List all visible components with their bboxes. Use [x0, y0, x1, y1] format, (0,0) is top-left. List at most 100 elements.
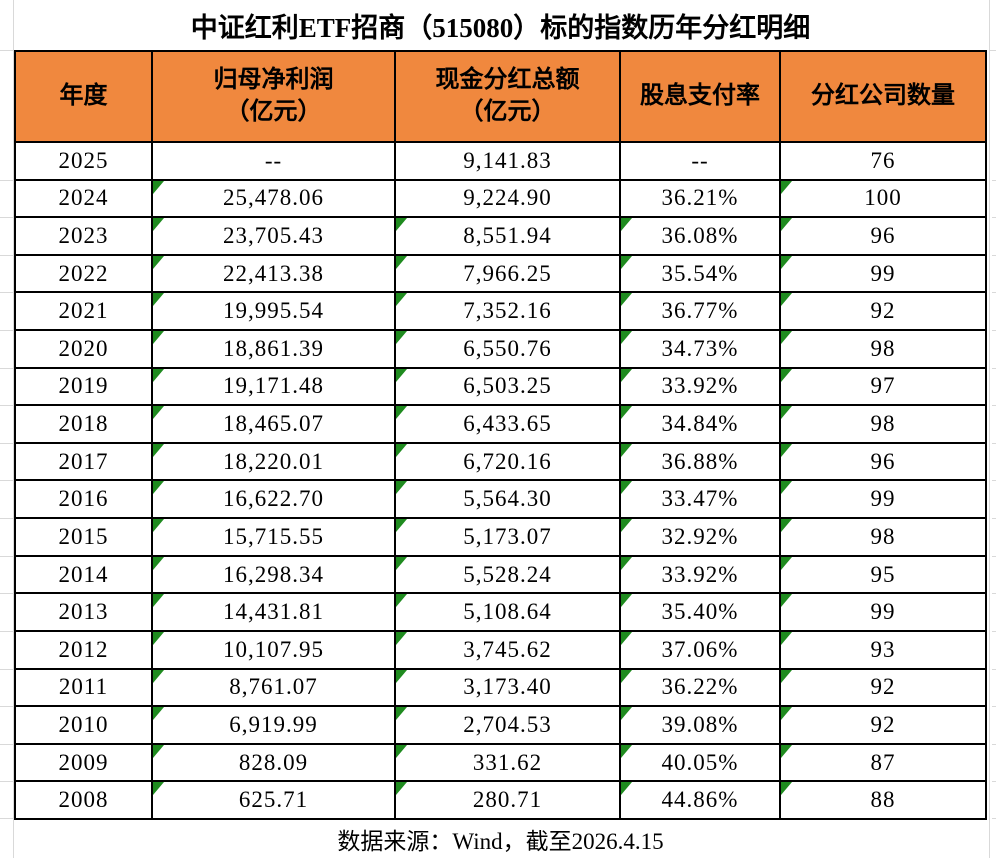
net-profit-value: 23,705.43 [223, 223, 324, 249]
green-triangle-icon [621, 782, 632, 796]
company-count-cell: 92 [781, 707, 985, 743]
table-row: 2018 18,465.07 6,433.65 34.84% 98 [0, 406, 996, 444]
company-count-value: 100 [864, 185, 902, 211]
year-value: 2025 [58, 147, 109, 173]
payout-ratio-value: 33.92% [661, 373, 739, 399]
cash-dividend-cell: 8,551.94 [396, 218, 621, 254]
header-net-profit-unit: （亿元） [225, 98, 322, 125]
net-profit-value: 18,465.07 [223, 411, 324, 437]
net-profit-cell: 16,622.70 [153, 481, 396, 518]
cash-dividend-value: 8,551.94 [463, 223, 552, 249]
company-count-cell: 87 [781, 744, 985, 781]
green-triangle-icon [781, 331, 792, 345]
year-value: 2017 [58, 448, 109, 474]
company-count-cell: 97 [781, 368, 985, 405]
payout-ratio-cell: 33.92% [621, 368, 781, 405]
net-profit-cell: 16,298.34 [153, 556, 396, 593]
net-profit-cell: -- [153, 143, 396, 179]
green-triangle-icon [781, 443, 792, 457]
year-cell: 2020 [16, 331, 153, 367]
green-triangle-icon [781, 481, 792, 495]
cash-dividend-value: 6,433.65 [463, 411, 552, 437]
green-triangle-icon [396, 594, 407, 608]
payout-ratio-cell: 34.73% [621, 331, 781, 367]
green-triangle-icon [781, 594, 792, 608]
table-row: 2025 -- 9,141.83 -- 76 [0, 143, 996, 181]
green-triangle-icon [621, 744, 632, 758]
year-cell: 2010 [16, 707, 153, 743]
cash-dividend-cell: 3,173.40 [396, 669, 621, 706]
green-triangle-icon [781, 180, 792, 194]
green-triangle-icon [621, 519, 632, 533]
payout-ratio-cell: 36.77% [621, 293, 781, 330]
dividend-table: 年度 归母净利润 （亿元） 现金分红总额 （亿元） 股息支付率 分红公司数量 2… [0, 50, 996, 820]
payout-ratio-cell: 36.08% [621, 218, 781, 254]
year-value: 2014 [58, 561, 109, 587]
cash-dividend-cell: 3,745.62 [396, 631, 621, 668]
cash-dividend-cell: 6,720.16 [396, 443, 621, 480]
net-profit-value: 828.09 [238, 749, 309, 775]
cash-dividend-value: 6,503.25 [463, 373, 552, 399]
header-cash-dividend-label: 现金分红总额 [435, 66, 580, 93]
year-value: 2012 [58, 636, 109, 662]
payout-ratio-value: 36.21% [661, 185, 739, 211]
net-profit-cell: 23,705.43 [153, 218, 396, 254]
company-count-value: 92 [870, 711, 896, 737]
green-triangle-icon [153, 443, 164, 457]
green-triangle-icon [781, 406, 792, 420]
green-triangle-icon [153, 594, 164, 608]
green-triangle-icon [621, 218, 632, 232]
green-triangle-icon [153, 744, 164, 758]
header-cash-dividend-unit: （亿元） [459, 98, 556, 125]
cash-dividend-cell: 5,564.30 [396, 481, 621, 518]
green-triangle-icon [396, 368, 407, 382]
green-triangle-icon [153, 631, 164, 645]
excel-gridline-left [13, 0, 14, 858]
green-triangle-icon [153, 180, 164, 194]
green-triangle-icon [396, 218, 407, 232]
table-row: 2012 10,107.95 3,745.62 37.06% 93 [0, 631, 996, 670]
cash-dividend-value: 331.62 [472, 749, 543, 775]
green-triangle-icon [396, 293, 407, 307]
year-cell: 2008 [16, 782, 153, 818]
company-count-value: 76 [870, 147, 896, 173]
green-triangle-icon [781, 707, 792, 721]
net-profit-cell: 25,478.06 [153, 180, 396, 217]
table-row: 2011 8,761.07 3,173.40 36.22% 92 [0, 669, 996, 708]
payout-ratio-value: 44.86% [661, 787, 739, 813]
net-profit-value: 6,919.99 [229, 711, 318, 737]
year-cell: 2021 [16, 293, 153, 330]
net-profit-value: 19,171.48 [223, 373, 324, 399]
cash-dividend-value: 5,173.07 [463, 523, 552, 549]
cash-dividend-value: 7,966.25 [463, 260, 552, 286]
payout-ratio-cell: 32.92% [621, 519, 781, 555]
payout-ratio-cell: 44.86% [621, 782, 781, 818]
cash-dividend-value: 2,704.53 [463, 711, 552, 737]
payout-ratio-value: 35.54% [661, 260, 739, 286]
payout-ratio-value: 34.73% [661, 335, 739, 361]
green-triangle-icon [153, 669, 164, 683]
green-triangle-icon [621, 443, 632, 457]
company-count-cell: 98 [781, 519, 985, 555]
green-triangle-icon [781, 669, 792, 683]
year-cell: 2022 [16, 255, 153, 292]
table-row: 2022 22,413.38 7,966.25 35.54% 99 [0, 255, 996, 294]
green-triangle-icon [396, 707, 407, 721]
net-profit-value: 18,861.39 [223, 335, 324, 361]
net-profit-value: 15,715.55 [223, 523, 324, 549]
header-year: 年度 [16, 52, 153, 141]
year-cell: 2012 [16, 631, 153, 668]
green-triangle-icon [781, 631, 792, 645]
table-row: 2015 15,715.55 5,173.07 32.92% 98 [0, 519, 996, 557]
company-count-cell: 98 [781, 406, 985, 442]
cash-dividend-value: 3,173.40 [463, 674, 552, 700]
cash-dividend-value: 3,745.62 [463, 636, 552, 662]
net-profit-cell: 10,107.95 [153, 631, 396, 668]
green-triangle-icon [153, 218, 164, 232]
company-count-value: 95 [870, 561, 896, 587]
net-profit-cell: 18,861.39 [153, 331, 396, 367]
year-cell: 2011 [16, 669, 153, 706]
payout-ratio-value: 36.88% [661, 448, 739, 474]
company-count-cell: 92 [781, 669, 985, 706]
cash-dividend-value: 6,720.16 [463, 448, 552, 474]
